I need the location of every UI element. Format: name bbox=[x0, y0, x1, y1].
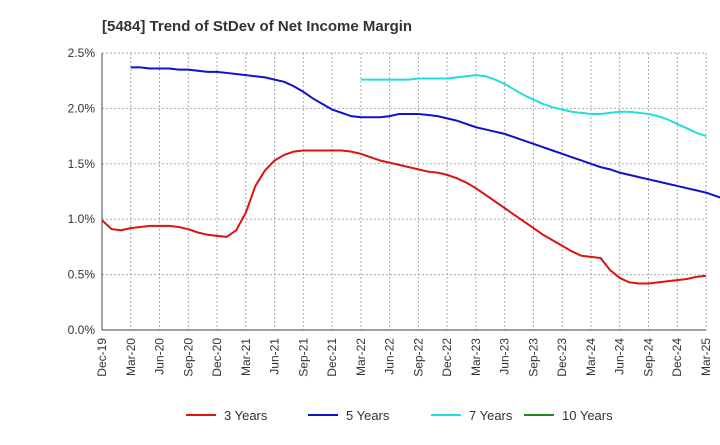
legend: 3 Years 5 Years 7 Years 10 Years bbox=[186, 408, 613, 423]
legend-item-5-years: 5 Years bbox=[308, 408, 390, 423]
y-tick-label: 1.0% bbox=[68, 212, 96, 226]
x-tick-label: Mar-25 bbox=[699, 338, 713, 376]
x-tick-label: Dec-24 bbox=[670, 338, 684, 377]
x-tick-label: Dec-21 bbox=[325, 338, 339, 377]
chart-title: [5484] Trend of StDev of Net Income Marg… bbox=[102, 18, 412, 35]
x-tick-label: Mar-22 bbox=[354, 338, 368, 376]
series-line-5-years bbox=[130, 66, 720, 199]
legend-label: 3 Years bbox=[224, 408, 268, 423]
legend-label: 10 Years bbox=[562, 408, 613, 423]
x-tick-label: Jun-20 bbox=[153, 338, 167, 375]
legend-label: 5 Years bbox=[346, 408, 390, 423]
y-tick-label: 2.0% bbox=[68, 101, 96, 115]
x-tick-label: Mar-24 bbox=[584, 338, 598, 376]
series-line-3-years bbox=[101, 149, 707, 285]
legend-label: 7 Years bbox=[469, 408, 513, 423]
x-tick-label: Dec-22 bbox=[440, 338, 454, 377]
legend-item-3-years: 3 Years bbox=[186, 408, 268, 423]
legend-item-7-years: 7 Years bbox=[431, 408, 513, 423]
x-tick-label: Jun-21 bbox=[268, 338, 282, 375]
x-tick-label: Mar-23 bbox=[469, 338, 483, 376]
x-tick-label: Sep-23 bbox=[526, 338, 540, 377]
series-line-7-years bbox=[360, 74, 707, 138]
x-tick-label: Dec-20 bbox=[210, 338, 224, 377]
legend-item-10-years: 10 Years bbox=[524, 408, 613, 423]
y-tick-label: 2.5% bbox=[68, 46, 96, 60]
x-tick-label: Jun-23 bbox=[498, 338, 512, 375]
series-layer bbox=[101, 66, 720, 285]
x-tick-label: Jun-22 bbox=[383, 338, 397, 375]
x-tick-label: Mar-20 bbox=[124, 338, 138, 376]
x-tick-label: Dec-19 bbox=[95, 338, 109, 377]
x-tick-label: Sep-20 bbox=[181, 338, 195, 377]
axes-layer: 0.0% 0.5% 1.0% 1.5% 2.0% 2.5% Dec-19 Mar-20 Jun-… bbox=[68, 46, 713, 377]
y-tick-label: 0.5% bbox=[68, 268, 96, 282]
x-tick-label: Sep-22 bbox=[411, 338, 425, 377]
x-tick-label: Sep-24 bbox=[641, 338, 655, 377]
x-tick-label: Sep-21 bbox=[296, 338, 310, 377]
grid-layer bbox=[101, 52, 707, 331]
y-tick-label: 1.5% bbox=[68, 157, 96, 171]
x-tick-label: Dec-23 bbox=[555, 338, 569, 377]
y-tick-label: 0.0% bbox=[68, 323, 96, 337]
x-tick-label: Mar-21 bbox=[239, 338, 253, 376]
x-tick-label: Jun-24 bbox=[613, 338, 627, 375]
